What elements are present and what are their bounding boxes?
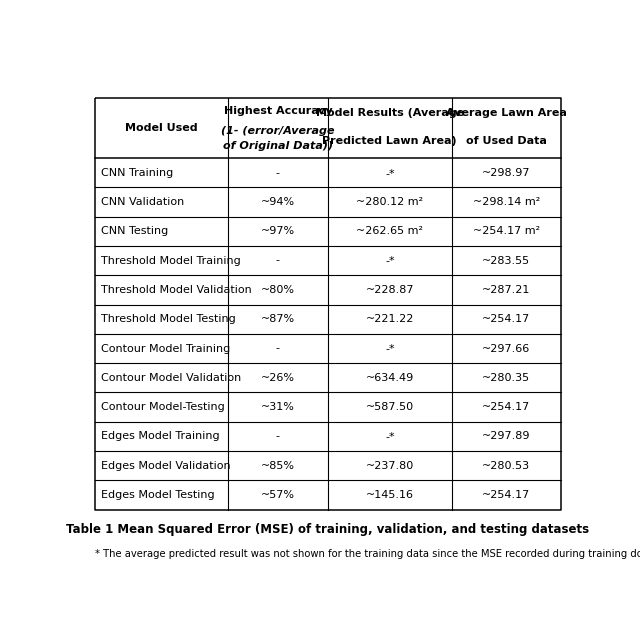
Text: -: -	[276, 256, 280, 266]
Text: ~262.65 m²: ~262.65 m²	[356, 226, 423, 237]
Text: -*: -*	[385, 168, 395, 177]
Text: Contour Model Validation: Contour Model Validation	[101, 373, 241, 383]
Text: ~283.55: ~283.55	[483, 256, 531, 266]
Text: ~280.12 m²: ~280.12 m²	[356, 197, 423, 207]
Text: ~85%: ~85%	[261, 460, 295, 471]
Text: ~298.14 m²: ~298.14 m²	[473, 197, 540, 207]
Text: Edges Model Validation: Edges Model Validation	[101, 460, 230, 471]
Text: -: -	[276, 343, 280, 354]
Text: ~287.21: ~287.21	[482, 285, 531, 295]
Text: -*: -*	[385, 431, 395, 441]
Text: Threshold Model Testing: Threshold Model Testing	[101, 314, 236, 324]
Text: * The average predicted result was not shown for the training data since the MSE: * The average predicted result was not s…	[95, 549, 640, 559]
Text: Edges Model Training: Edges Model Training	[101, 431, 220, 441]
Text: Edges Model Testing: Edges Model Testing	[101, 490, 214, 500]
Text: ~26%: ~26%	[261, 373, 295, 383]
Text: ~145.16: ~145.16	[366, 490, 414, 500]
Text: ~254.17: ~254.17	[482, 490, 531, 500]
Text: ~228.87: ~228.87	[365, 285, 414, 295]
Text: ~87%: ~87%	[261, 314, 295, 324]
Text: ~298.97: ~298.97	[482, 168, 531, 177]
Text: of Used Data: of Used Data	[466, 136, 547, 146]
Text: ~587.50: ~587.50	[365, 402, 414, 412]
Text: ~237.80: ~237.80	[365, 460, 414, 471]
Text: ~280.35: ~280.35	[483, 373, 531, 383]
Text: -: -	[276, 431, 280, 441]
Text: Threshold Model Training: Threshold Model Training	[101, 256, 241, 266]
Text: ~254.17: ~254.17	[482, 314, 531, 324]
Text: Threshold Model Validation: Threshold Model Validation	[101, 285, 252, 295]
Text: ~57%: ~57%	[261, 490, 295, 500]
Text: -: -	[276, 168, 280, 177]
Text: Contour Model-Testing: Contour Model-Testing	[101, 402, 225, 412]
Text: ~97%: ~97%	[261, 226, 295, 237]
Text: ~254.17 m²: ~254.17 m²	[473, 226, 540, 237]
Text: Predicted Lawn Area): Predicted Lawn Area)	[323, 136, 457, 146]
Text: CNN Validation: CNN Validation	[101, 197, 184, 207]
Text: ~280.53: ~280.53	[483, 460, 531, 471]
Text: Model Used: Model Used	[125, 123, 198, 133]
Text: Model Results (Average: Model Results (Average	[316, 108, 464, 118]
Text: CNN Training: CNN Training	[101, 168, 173, 177]
Text: CNN Testing: CNN Testing	[101, 226, 168, 237]
Text: -*: -*	[385, 343, 395, 354]
Text: Highest Accuracy: Highest Accuracy	[223, 106, 332, 116]
Text: ~297.66: ~297.66	[482, 343, 531, 354]
Text: -*: -*	[385, 256, 395, 266]
Text: Average Lawn Area: Average Lawn Area	[446, 108, 567, 118]
Text: Table 1 Mean Squared Error (MSE) of training, validation, and testing datasets: Table 1 Mean Squared Error (MSE) of trai…	[67, 523, 589, 536]
Text: ~31%: ~31%	[261, 402, 295, 412]
Text: ~254.17: ~254.17	[482, 402, 531, 412]
Text: ~80%: ~80%	[261, 285, 295, 295]
Text: ~94%: ~94%	[261, 197, 295, 207]
Text: ~221.22: ~221.22	[365, 314, 414, 324]
Text: ~297.89: ~297.89	[482, 431, 531, 441]
Text: (1- (error/Average
of Original Data)): (1- (error/Average of Original Data))	[221, 126, 335, 151]
Text: Contour Model Training: Contour Model Training	[101, 343, 230, 354]
Text: ~634.49: ~634.49	[365, 373, 414, 383]
